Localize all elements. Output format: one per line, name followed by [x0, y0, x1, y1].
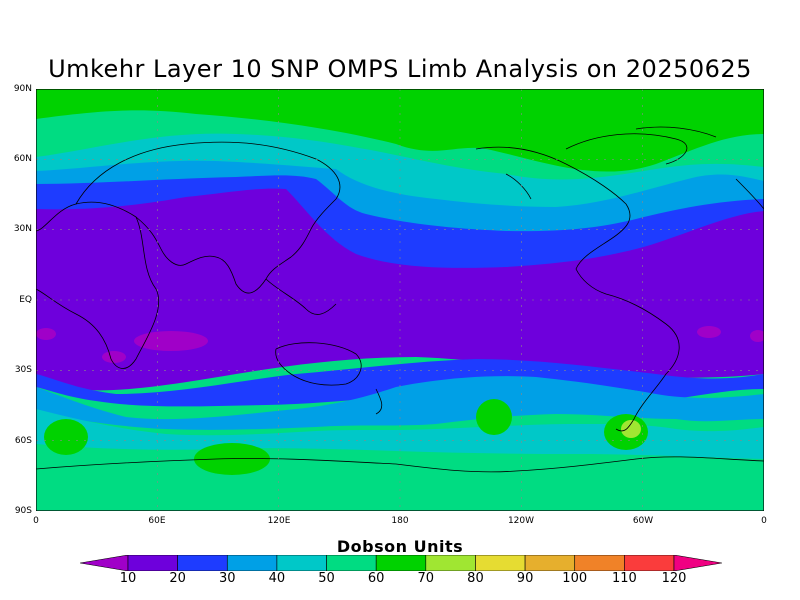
- colorbar-segment: [127, 555, 178, 571]
- colorbar-tick-label: 30: [218, 571, 236, 586]
- lat-label: 30N: [13, 224, 32, 234]
- colorbar-segment: [375, 555, 427, 571]
- lon-label: 120W: [507, 516, 535, 526]
- colorbar-low-triangle: [80, 555, 129, 571]
- colorbar-tick-label: 10: [119, 571, 137, 586]
- colorbar-segment: [226, 555, 278, 571]
- lon-label: 120E: [267, 516, 291, 526]
- blob-10-c: [36, 328, 56, 340]
- blob-70-c: [476, 399, 512, 435]
- lon-label: 180: [391, 516, 409, 526]
- colorbar-tick-label: 50: [318, 571, 335, 586]
- lat-label: 30S: [14, 365, 32, 375]
- ozone-map: [36, 89, 764, 511]
- blob-80-a: [621, 420, 641, 438]
- lon-label: 0: [33, 516, 39, 526]
- colorbar-segment: [574, 555, 625, 571]
- blob-70-a: [44, 419, 88, 455]
- colorbar-tick-label: 100: [562, 571, 588, 586]
- colorbar-segment: [177, 555, 228, 571]
- blob-10-a: [134, 331, 208, 351]
- colorbar-high-triangle: [673, 555, 722, 571]
- colorbar: [80, 555, 722, 571]
- blob-10-b: [102, 351, 126, 363]
- graticule: [36, 89, 764, 511]
- blob-10-e: [750, 330, 764, 342]
- lon-label: 60W: [632, 516, 654, 526]
- south-band-30: [36, 359, 764, 407]
- colorbar-tick-label: 80: [467, 571, 484, 586]
- colorbar-segment: [326, 555, 377, 571]
- colorbar-tick-label: 90: [516, 571, 534, 586]
- colorbar-title: Dobson Units: [336, 537, 464, 556]
- colorbar-tick-label: 70: [417, 571, 435, 586]
- colorbar-tick-label: 20: [169, 571, 186, 586]
- colorbar-segment: [475, 555, 526, 571]
- lat-label: 90S: [14, 506, 32, 516]
- colorbar-tick-label: 120: [661, 571, 687, 586]
- lat-label: 60N: [13, 154, 32, 164]
- colorbar-segment: [425, 555, 476, 571]
- colorbar-tick-label: 110: [611, 571, 637, 586]
- lat-label: EQ: [19, 295, 32, 305]
- coastlines: [36, 126, 764, 473]
- colorbar-segment: [276, 555, 327, 571]
- lon-label: 60E: [148, 516, 166, 526]
- lat-label: 60S: [14, 436, 32, 446]
- lat-label: 90N: [13, 84, 32, 94]
- blob-10-d: [697, 326, 721, 338]
- colorbar-tick-label: 40: [268, 571, 286, 586]
- colorbar-segment: [524, 555, 576, 571]
- map-title: Umkehr Layer 10 SNP OMPS Limb Analysis o…: [48, 55, 752, 83]
- lon-label: 0: [761, 516, 767, 526]
- colorbar-segment: [624, 555, 675, 571]
- colorbar-tick-label: 60: [367, 571, 385, 586]
